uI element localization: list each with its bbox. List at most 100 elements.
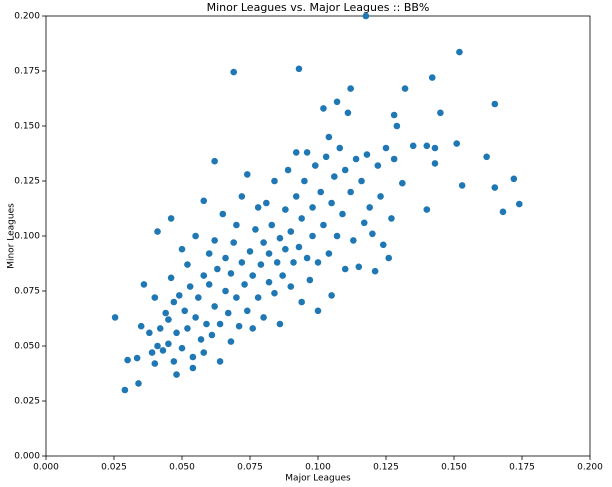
chart-title: Minor Leagues vs. Major Leagues :: BB% [207, 1, 430, 14]
point [279, 272, 286, 279]
point [254, 294, 262, 301]
point [428, 74, 436, 81]
point [170, 298, 178, 306]
point [154, 342, 161, 350]
point [284, 166, 292, 174]
point [238, 193, 246, 200]
point [224, 309, 232, 317]
point [222, 287, 229, 295]
point [393, 122, 401, 130]
point [241, 281, 248, 288]
point [189, 353, 197, 361]
point [214, 265, 221, 273]
point [292, 149, 300, 156]
x-tick-label: 0.100 [305, 463, 331, 473]
point [260, 239, 267, 246]
point [243, 307, 251, 315]
point [355, 263, 363, 271]
point [333, 98, 341, 106]
point [235, 322, 243, 330]
point [322, 153, 330, 161]
point [423, 142, 431, 150]
point [133, 354, 141, 362]
y-tick-label: 0.100 [14, 232, 40, 242]
y-tick-label: 0.125 [14, 177, 40, 187]
point [458, 182, 466, 189]
point [347, 85, 354, 92]
point [314, 259, 322, 266]
x-tick-label: 0.000 [33, 463, 59, 473]
point [175, 292, 183, 299]
point [309, 204, 316, 211]
point [385, 254, 393, 262]
x-tick-label: 0.175 [509, 463, 535, 473]
point [339, 210, 346, 218]
point [203, 320, 210, 328]
point [298, 298, 305, 306]
x-tick-label: 0.200 [577, 463, 603, 473]
point [314, 307, 322, 315]
point [287, 283, 295, 290]
point [331, 173, 338, 180]
point [263, 199, 270, 207]
point [159, 347, 167, 354]
point [515, 200, 523, 208]
point [222, 254, 229, 262]
point [192, 314, 199, 321]
point [276, 234, 284, 242]
x-axis-label: Major Leagues [285, 474, 351, 484]
point [135, 380, 142, 387]
point [320, 105, 327, 112]
point [111, 314, 119, 321]
point [290, 259, 297, 266]
point [246, 248, 254, 255]
point [491, 100, 499, 108]
point [325, 133, 333, 141]
point [257, 261, 265, 268]
point [173, 371, 180, 378]
y-tick-label: 0.025 [14, 397, 40, 407]
x-tick-label: 0.050 [169, 463, 195, 473]
point [341, 166, 349, 174]
point [148, 349, 156, 356]
point [140, 281, 148, 288]
point [165, 340, 172, 348]
point [154, 228, 161, 235]
point [499, 208, 507, 216]
point [320, 221, 327, 229]
point [230, 239, 237, 246]
point [341, 265, 349, 273]
point [219, 210, 227, 218]
point [151, 360, 159, 367]
point [178, 344, 186, 352]
point [216, 358, 224, 365]
point [265, 250, 273, 257]
point [358, 177, 365, 185]
point [260, 314, 267, 321]
point [211, 157, 218, 165]
point [360, 219, 368, 227]
point [336, 144, 344, 152]
point [377, 193, 384, 200]
point [362, 12, 370, 20]
point [238, 259, 246, 266]
point [328, 292, 335, 299]
point [303, 254, 311, 262]
point [366, 204, 373, 211]
point [382, 144, 390, 152]
point [431, 160, 439, 167]
point [325, 250, 333, 257]
point [350, 237, 357, 244]
point [268, 221, 276, 229]
point [197, 336, 205, 343]
point [306, 276, 314, 284]
point [200, 272, 208, 279]
point [178, 245, 186, 253]
point [333, 232, 341, 240]
point [491, 184, 499, 191]
point [156, 325, 164, 332]
point [205, 250, 213, 257]
x-tick-label: 0.025 [101, 463, 127, 473]
point [137, 322, 145, 330]
